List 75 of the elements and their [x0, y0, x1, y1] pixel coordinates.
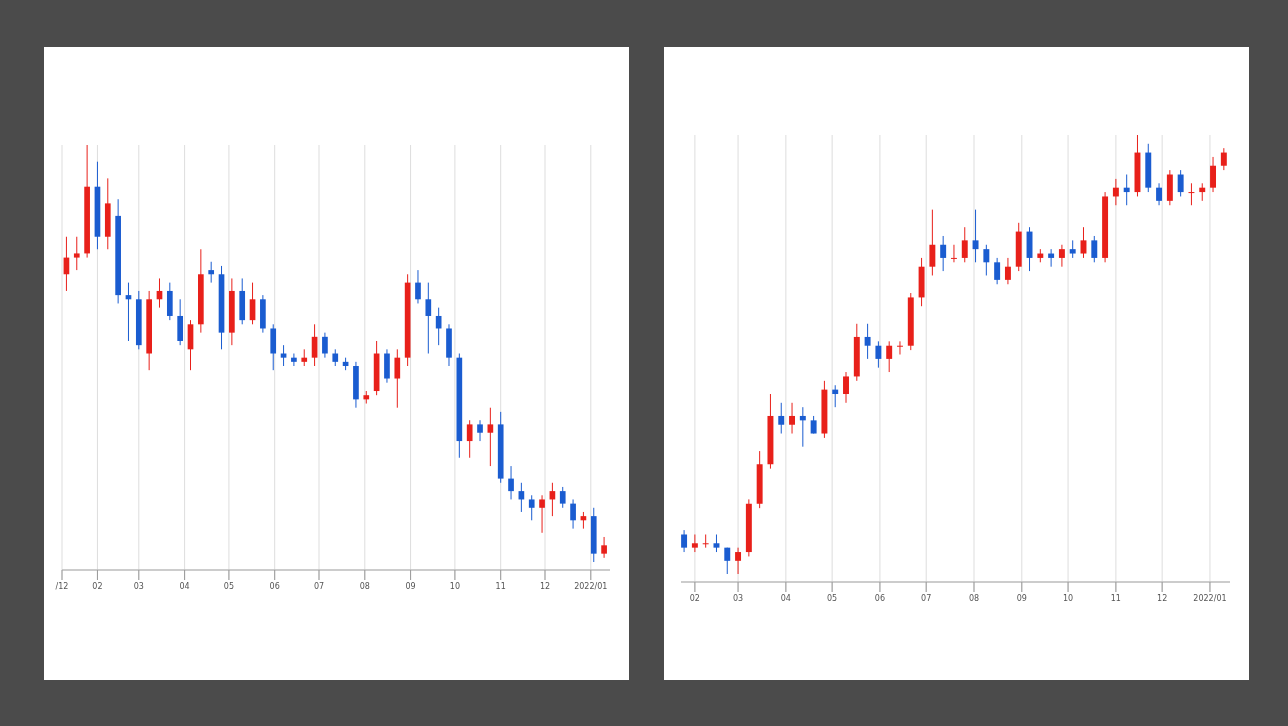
candlestick: [1210, 156, 1217, 193]
candlestick: [702, 533, 709, 549]
candlestick: [487, 407, 494, 467]
x-tick-label: 05: [827, 594, 838, 603]
candlestick: [886, 340, 893, 373]
candlestick: [528, 494, 535, 521]
candlestick: [897, 340, 903, 355]
candlestick: [415, 269, 421, 304]
candlestick: [1220, 147, 1227, 171]
x-tick-label: 05: [223, 582, 234, 591]
x-tick-label: 07: [313, 582, 325, 591]
x-tick-label: 06: [269, 582, 280, 591]
x-tick-label: /12: [55, 582, 69, 591]
x-tick-label: 03: [133, 582, 144, 591]
candlestick: [994, 257, 1001, 285]
candlestick: [477, 419, 483, 442]
candlestick: [799, 406, 806, 448]
candlestick: [832, 384, 839, 408]
candlestick: [1123, 174, 1130, 206]
x-tick-label: 02: [689, 594, 700, 603]
candlestick: [539, 494, 545, 534]
candlestick: [291, 353, 297, 367]
x-tick-label: 09: [405, 582, 416, 591]
x-tick-label: 07: [921, 594, 932, 603]
candlestick: [983, 244, 990, 276]
candlestick: [73, 236, 80, 271]
x-tick-label: 06: [874, 594, 886, 603]
x-tick-label: 04: [780, 594, 791, 603]
candlestick: [559, 486, 566, 509]
candlestick: [789, 402, 795, 435]
x-tick-label: 09: [1016, 594, 1027, 603]
x-tick-label: 04: [179, 582, 190, 591]
candlestick: [864, 323, 871, 360]
candlestick: [778, 402, 785, 435]
candlestick: [1091, 235, 1098, 263]
candlestick: [208, 261, 215, 284]
x-tick-label: 03: [732, 594, 744, 603]
candlestick: [425, 282, 432, 354]
candlestick: [466, 419, 473, 459]
candlestick: [1156, 182, 1163, 206]
candlestick: [1188, 182, 1195, 206]
candlestick: [735, 547, 742, 575]
candlestick: [940, 235, 947, 272]
x-tick-label: 10: [449, 582, 460, 591]
candlestick: [929, 209, 936, 276]
candlestick: [1080, 226, 1087, 259]
candlestick: [691, 533, 698, 553]
candlestick: [875, 340, 882, 369]
candlestick: [570, 498, 576, 530]
x-tick-label: 10: [1062, 594, 1074, 603]
candlestick: [681, 529, 688, 553]
x-tick-label: 11: [1110, 594, 1121, 603]
candlestick: [1177, 169, 1184, 197]
candlestick: [1058, 244, 1065, 268]
candlestick: [950, 244, 957, 263]
candlestick: [961, 226, 968, 263]
candlestick: [1004, 257, 1011, 285]
x-tick-label: 08: [968, 594, 980, 603]
candlestick: [435, 307, 442, 346]
candlestick: [508, 465, 514, 500]
x-tick-label: 12: [1157, 594, 1168, 603]
x-tick-label: 12: [539, 582, 551, 591]
candlestick: [843, 371, 849, 404]
candlestick: [322, 332, 328, 359]
candlestick: [1112, 178, 1119, 206]
candlestick: [724, 547, 731, 575]
candlestick: [601, 536, 607, 559]
x-tick-label: 08: [359, 582, 370, 591]
x-tick-label: 02: [92, 582, 103, 591]
x-tick-label: 11: [495, 582, 506, 591]
x-tick-label: 2022/01: [1193, 594, 1227, 603]
candlestick: [1048, 248, 1055, 268]
candlestick: [972, 209, 979, 263]
candlestick: [394, 348, 401, 409]
x-tick-label: 2022/01: [574, 582, 608, 591]
